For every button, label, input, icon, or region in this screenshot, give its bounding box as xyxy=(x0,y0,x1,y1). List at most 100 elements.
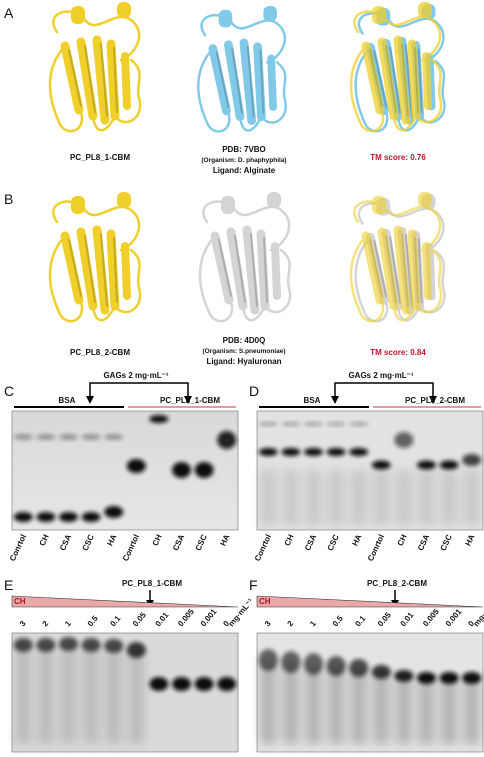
smear xyxy=(83,645,100,744)
smear xyxy=(128,650,145,744)
concentration-label: 1 xyxy=(63,619,73,629)
band xyxy=(462,454,482,466)
band xyxy=(126,642,146,658)
lane-label: HA xyxy=(463,533,476,547)
caption: (Organism: S.pneumoniae) xyxy=(202,348,285,355)
band xyxy=(439,672,459,684)
smear xyxy=(418,470,435,525)
band xyxy=(81,434,101,440)
panel-label: E xyxy=(4,577,13,593)
smear xyxy=(328,470,345,525)
band xyxy=(417,460,436,470)
smear xyxy=(328,666,345,744)
group-label: PC_PL8_1-CBM xyxy=(160,396,220,405)
caption: TM score: 0.76 xyxy=(370,153,426,162)
smear xyxy=(395,676,412,744)
gradient-label: CH xyxy=(14,597,26,606)
lane-label: CH xyxy=(38,533,51,547)
concentration-label: 0.1 xyxy=(108,614,122,629)
smear xyxy=(260,470,277,525)
smear xyxy=(282,470,299,525)
band xyxy=(149,415,169,423)
lane-label: Conrtol xyxy=(8,533,28,563)
structure xyxy=(198,6,286,131)
structure xyxy=(351,192,441,321)
smear xyxy=(373,470,390,525)
group-label: PC_PL8_2-CBM xyxy=(405,396,465,405)
smear xyxy=(463,470,480,525)
lane-label: CSA xyxy=(303,533,318,552)
band xyxy=(126,459,146,473)
caption: TM score: 0.84 xyxy=(370,348,426,357)
band xyxy=(59,434,78,440)
lane-label: HA xyxy=(218,533,231,547)
band xyxy=(81,638,101,652)
band xyxy=(104,506,124,518)
smear xyxy=(60,644,77,744)
band xyxy=(304,448,323,456)
gel-bands xyxy=(13,415,237,522)
band xyxy=(371,460,391,470)
band xyxy=(13,638,33,652)
band xyxy=(462,672,482,684)
band xyxy=(81,512,101,522)
band xyxy=(417,672,436,684)
smear xyxy=(418,678,435,744)
concentration-label: 2 xyxy=(41,619,51,629)
smear xyxy=(260,660,277,744)
smear xyxy=(441,470,458,525)
caption: PDB: 4D0Q xyxy=(223,336,266,345)
panel-label: F xyxy=(249,577,258,593)
panel-label: A xyxy=(4,5,14,21)
band xyxy=(349,659,369,677)
structure xyxy=(351,2,441,131)
band xyxy=(194,677,214,691)
band xyxy=(59,512,78,522)
band xyxy=(13,512,33,522)
band xyxy=(281,448,301,456)
smear xyxy=(350,668,367,744)
concentration-label: 0.5 xyxy=(331,614,345,629)
bracket-arrow xyxy=(334,382,434,398)
concentration-label: 0.005 xyxy=(421,607,441,629)
band xyxy=(36,638,56,652)
smear xyxy=(282,662,299,744)
concentration-label: 2 xyxy=(286,619,296,629)
band xyxy=(172,677,191,691)
band xyxy=(149,677,169,691)
band xyxy=(172,462,191,478)
lane-label: Conrtol xyxy=(253,533,273,563)
gel-title: GAGs 2 mg·mL⁻¹ xyxy=(103,371,168,380)
smear xyxy=(441,678,458,744)
smear xyxy=(37,645,54,744)
smear xyxy=(463,678,480,744)
concentration-label: 1 xyxy=(308,619,318,629)
lane-label: CH xyxy=(283,533,296,547)
band xyxy=(13,434,33,440)
gel-title: PC_PL8_2-CBM xyxy=(367,579,427,588)
gel-bands xyxy=(13,637,237,744)
lane-label: CSC xyxy=(194,533,209,552)
band xyxy=(281,422,301,426)
lane-label: CH xyxy=(151,533,164,547)
band xyxy=(104,434,124,440)
band xyxy=(258,649,278,671)
band xyxy=(217,677,237,691)
panel-label: D xyxy=(249,383,259,399)
band xyxy=(217,431,237,449)
band xyxy=(326,422,346,426)
band xyxy=(349,448,369,456)
smear xyxy=(15,645,32,744)
gradient-label: CH xyxy=(259,597,271,606)
group-label: BSA xyxy=(304,396,321,405)
lane-label: CH xyxy=(396,533,409,547)
concentration-label: 0.01 xyxy=(154,610,171,628)
concentration-label: 0.001 xyxy=(444,607,464,629)
gel-bands xyxy=(258,422,482,525)
bracket-arrow xyxy=(89,382,189,398)
lane-label: CSC xyxy=(81,533,96,552)
gradient-wedge xyxy=(256,595,484,608)
smear xyxy=(350,470,367,525)
lane-label: CSA xyxy=(58,533,73,552)
